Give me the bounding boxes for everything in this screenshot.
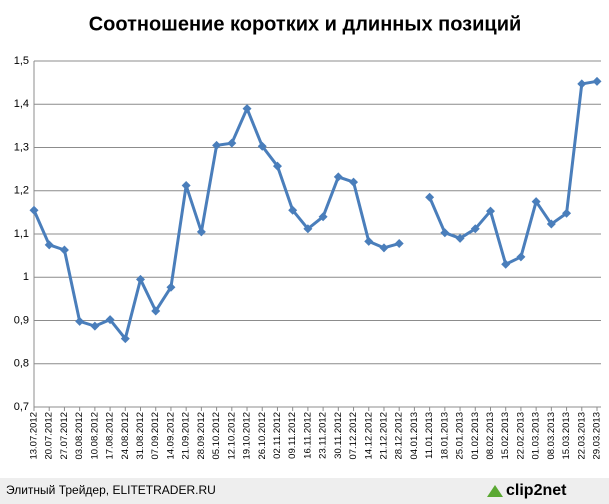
y-tick-label: 0,9 [14,314,29,326]
marker [272,161,282,171]
x-tick-label: 24.08.2012 [120,412,131,460]
marker [501,259,511,269]
x-tick-label: 03.08.2012 [74,412,85,460]
y-tick-label: 1,5 [14,55,29,67]
marker [212,140,222,150]
marker [151,306,161,316]
marker [318,212,328,222]
logo-icon [487,485,503,497]
marker [181,181,191,191]
x-tick-label: 27.07.2012 [59,412,70,460]
x-tick-label: 25.01.2013 [455,412,466,460]
marker [394,239,404,249]
x-tick-label: 21.12.2012 [378,412,389,460]
y-tick-label: 0,7 [14,401,29,413]
x-tick-label: 09.11.2012 [287,412,298,459]
x-tick-label: 17.08.2012 [105,412,116,460]
x-tick-label: 26.10.2012 [257,412,268,460]
marker [90,321,100,331]
y-tick-label: 1,1 [14,228,29,240]
marker [333,172,343,182]
marker [379,243,389,253]
x-tick-label: 13.07.2012 [29,412,40,460]
x-tick-label: 08.03.2013 [546,412,557,460]
marker [531,197,541,207]
marker [75,316,85,326]
marker [485,206,495,216]
x-tick-label: 10.08.2012 [89,412,100,460]
marker [303,224,313,234]
x-tick-label: 15.02.2013 [500,412,511,460]
x-tick-label: 05.10.2012 [211,412,222,460]
marker [364,236,374,246]
x-tick-label: 14.09.2012 [165,412,176,460]
marker [136,274,146,284]
x-tick-label: 15.03.2013 [561,412,572,460]
x-tick-label: 16.11.2012 [302,412,313,459]
x-tick-label: 28.12.2012 [394,412,405,460]
marker [425,192,435,202]
marker [29,205,39,215]
x-tick-label: 02.11.2012 [272,412,283,459]
x-tick-label: 04.01.2013 [409,412,420,460]
marker [562,208,572,218]
x-tick-label: 01.03.2013 [531,412,542,460]
x-tick-label: 22.02.2013 [515,412,526,460]
marker [105,315,115,325]
marker [227,138,237,148]
marker [288,205,298,215]
y-tick-label: 1,4 [14,98,29,110]
marker [257,141,267,151]
marker [166,282,176,292]
marker [577,79,587,89]
x-tick-label: 22.03.2013 [576,412,587,460]
marker [516,252,526,262]
marker [44,240,54,250]
y-tick-label: 1 [23,271,29,283]
marker [440,228,450,238]
footer-source: Элитный Трейдер, ELITETRADER.RU [6,483,216,497]
marker [242,104,252,114]
marker [592,76,602,86]
x-tick-label: 18.01.2013 [439,412,450,460]
marker [120,334,130,344]
y-tick-label: 0,8 [14,358,29,370]
x-tick-label: 20.07.2012 [44,412,55,460]
footer-logo: clip2net [506,482,567,499]
chart-title: Соотношение коротких и длинных позиций [89,13,522,35]
x-tick-label: 23.11.2012 [318,412,329,459]
x-tick-label: 08.02.2013 [485,412,496,460]
x-tick-label: 19.10.2012 [242,412,253,460]
marker [349,177,359,187]
x-tick-label: 01.02.2013 [470,412,481,460]
x-tick-label: 31.08.2012 [135,412,146,460]
line [428,79,598,266]
x-tick-label: 07.09.2012 [150,412,161,460]
x-tick-label: 07.12.2012 [348,412,359,460]
marker [470,224,480,234]
x-tick-label: 21.09.2012 [181,412,192,460]
marker [59,245,69,255]
x-tick-label: 14.12.2012 [363,412,374,460]
marker [546,219,556,229]
y-tick-label: 1,3 [14,141,29,153]
x-tick-label: 12.10.2012 [226,412,237,460]
marker [196,227,206,237]
x-tick-label: 30.11.2012 [333,412,344,459]
footer-bar [0,478,609,504]
x-tick-label: 11.01.2013 [424,412,435,459]
marker [455,233,465,243]
x-tick-label: 29.03.2013 [592,412,603,460]
x-tick-label: 28.09.2012 [196,412,207,460]
y-tick-label: 1,2 [14,185,29,197]
